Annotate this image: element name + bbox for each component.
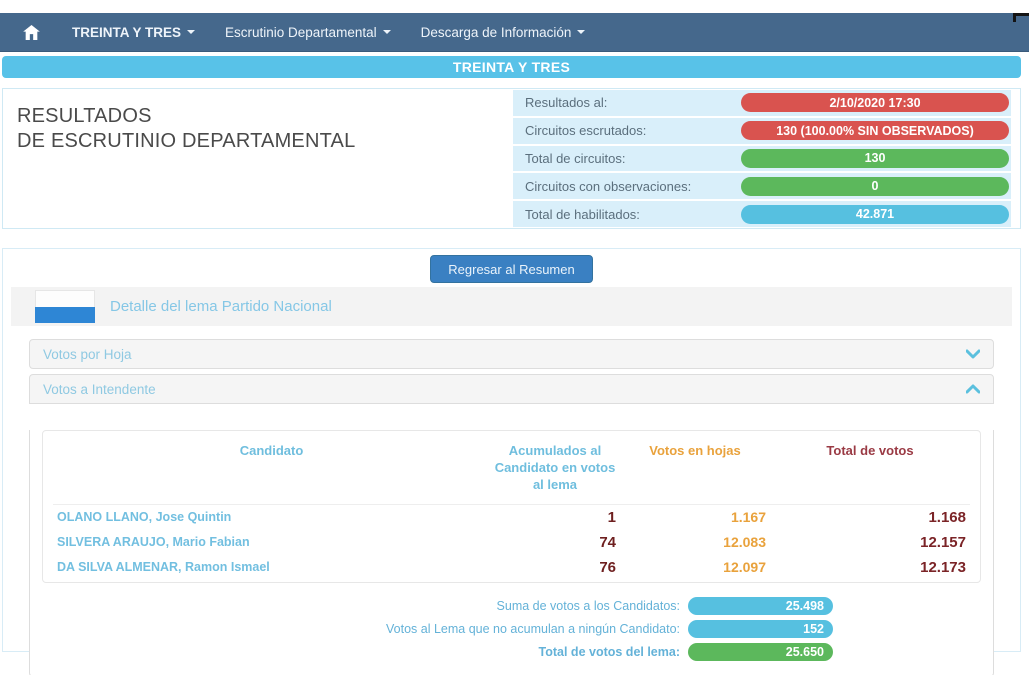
candidate-votos-en-hojas: 1.167 — [730, 509, 766, 526]
status-badge-circuitos-escrutados: 130 (100.00% SIN OBSERVADOS) — [741, 121, 1009, 141]
partido-nacional-flag-icon — [35, 290, 95, 323]
total-badge-votos-no-acumulan: 152 — [688, 619, 833, 638]
accordion-title: Votos a Intendente — [43, 381, 156, 397]
top-navbar: TREINTA Y TRES Escrutinio Departamental … — [0, 13, 1029, 52]
page-title-line2: DE ESCRUTINIO DEPARTAMENTAL — [17, 130, 356, 152]
detail-panel: Regresar al Resumen Detalle del lema Par… — [2, 248, 1021, 675]
info-label: Total de circuitos: — [525, 150, 626, 166]
candidate-name: DA SILVA ALMENAR, Ramon Ismael — [57, 560, 270, 575]
col-header-candidato: Candidato — [53, 435, 490, 505]
chevron-up-icon — [966, 384, 980, 394]
info-row-total-circuitos: Total de circuitos: 130 — [513, 146, 1011, 174]
candidate-total-votos: 1.168 — [928, 508, 966, 526]
info-row-circuitos-observaciones: Circuitos con observaciones: 0 — [513, 173, 1011, 202]
page-title: RESULTADOS DE ESCRUTINIO DEPARTAMENTAL — [3, 89, 355, 228]
candidate-acumulados: 1 — [607, 508, 616, 526]
table-row: SILVERA ARAUJO, Mario Fabian 74 12.083 1… — [53, 530, 970, 555]
candidate-acumulados: 76 — [599, 558, 616, 576]
total-badge-suma-candidatos: 25.498 — [688, 596, 833, 615]
nav-descarga-informacion[interactable]: Descarga de Información — [421, 25, 586, 40]
caret-down-icon — [577, 30, 586, 34]
info-row-circuitos-escrutados: Circuitos escrutados: 130 (100.00% SIN O… — [513, 118, 1011, 146]
col-header-acumulados: Acumulados al Candidato en votos al lema — [490, 435, 620, 505]
total-badge-total-lema: 25.650 — [688, 642, 833, 661]
table-row: DA SILVA ALMENAR, Ramon Ismael 76 12.097… — [53, 555, 970, 580]
status-badge-circuitos-observaciones: 0 — [741, 176, 1009, 196]
info-label: Circuitos escrutados: — [525, 123, 647, 139]
total-label: Votos al Lema que no acumulan a ningún C… — [386, 621, 680, 636]
total-row-total-lema: Total de votos del lema: 25.650 — [30, 642, 833, 661]
caret-down-icon — [382, 30, 391, 34]
chevron-down-icon — [966, 349, 980, 359]
candidate-name: OLANO LLANO, Jose Quintin — [57, 510, 232, 525]
info-label: Total de habilitados: — [525, 206, 640, 222]
col-header-votos-en-hojas: Votos en hojas — [620, 435, 770, 505]
status-badge-resultados-al: 2/10/2020 17:30 — [741, 93, 1009, 113]
lema-title: Detalle del lema Partido Nacional — [110, 298, 332, 315]
candidate-acumulados: 74 — [599, 533, 616, 551]
nav-escrutinio-departamental[interactable]: Escrutinio Departamental — [225, 25, 391, 40]
info-label: Circuitos con observaciones: — [525, 178, 692, 194]
accordion-votos-a-intendente[interactable]: Votos a Intendente — [29, 374, 994, 404]
candidate-votos-en-hojas: 12.097 — [723, 559, 766, 576]
col-header-total-de-votos: Total de votos — [770, 435, 970, 505]
candidate-votos-en-hojas: 12.083 — [723, 534, 766, 551]
table-header-row: Candidato Acumulados al Candidato en vot… — [53, 435, 970, 505]
accordion-title: Votos por Hoja — [43, 346, 132, 362]
candidate-name: SILVERA ARAUJO, Mario Fabian — [57, 535, 250, 550]
total-label: Total de votos del lema: — [538, 644, 680, 659]
info-row-resultados-al: Resultados al: 2/10/2020 17:30 — [513, 90, 1011, 118]
total-label: Suma de votos a los Candidatos: — [496, 598, 680, 613]
candidate-total-votos: 12.173 — [920, 558, 966, 576]
votos-intendente-content: Candidato Acumulados al Candidato en vot… — [29, 430, 994, 675]
lema-header: Detalle del lema Partido Nacional — [11, 287, 1012, 326]
results-header-panel: RESULTADOS DE ESCRUTINIO DEPARTAMENTAL R… — [2, 88, 1021, 229]
info-label: Resultados al: — [525, 95, 608, 111]
nav-label: Descarga de Información — [420, 24, 572, 40]
summary-info-box: Resultados al: 2/10/2020 17:30 Circuitos… — [513, 90, 1011, 227]
back-to-summary-button[interactable]: Regresar al Resumen — [430, 255, 593, 283]
flag-white-stripe — [35, 290, 95, 307]
window-corner-mark — [1013, 13, 1029, 22]
nav-label: TREINTA Y TRES — [72, 24, 182, 40]
home-button[interactable] — [14, 24, 48, 40]
nav-treinta-y-tres[interactable]: TREINTA Y TRES — [72, 24, 196, 40]
lema-totals: Suma de votos a los Candidatos: 25.498 V… — [30, 596, 993, 661]
candidates-table: Candidato Acumulados al Candidato en vot… — [53, 435, 970, 580]
accordion-votos-por-hoja[interactable]: Votos por Hoja — [29, 339, 994, 369]
candidate-total-votos: 12.157 — [920, 533, 966, 551]
total-row-suma-candidatos: Suma de votos a los Candidatos: 25.498 — [30, 596, 833, 615]
table-row: OLANO LLANO, Jose Quintin 1 1.167 1.168 — [53, 504, 970, 530]
info-row-total-habilitados: Total de habilitados: 42.871 — [513, 201, 1011, 227]
department-banner-title: TREINTA Y TRES — [452, 59, 571, 75]
caret-down-icon — [187, 30, 196, 34]
flag-blue-stripe — [35, 307, 95, 323]
candidates-table-box: Candidato Acumulados al Candidato en vot… — [42, 430, 981, 583]
department-banner: TREINTA Y TRES — [2, 56, 1021, 78]
page-title-line1: RESULTADOS — [17, 105, 152, 127]
status-badge-total-habilitados: 42.871 — [741, 204, 1009, 224]
total-row-votos-no-acumulan: Votos al Lema que no acumulan a ningún C… — [30, 619, 833, 638]
home-icon — [22, 24, 40, 40]
status-badge-total-circuitos: 130 — [741, 148, 1009, 168]
nav-label: Escrutinio Departamental — [225, 24, 377, 40]
